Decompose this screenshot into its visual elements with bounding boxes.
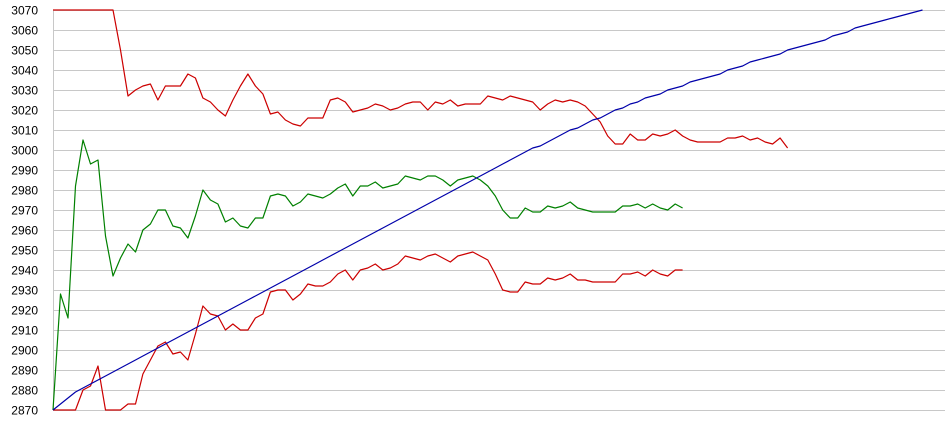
y-tick-label: 3040	[11, 64, 38, 78]
y-tick-label: 3060	[11, 24, 38, 38]
y-tick-label: 2980	[11, 184, 38, 198]
y-tick-label: 3070	[11, 4, 38, 18]
y-tick-label: 2970	[11, 204, 38, 218]
y-tick-label: 2870	[11, 404, 38, 418]
y-tick-label: 3000	[11, 144, 38, 158]
gridlines	[53, 10, 945, 411]
y-tick-label: 2890	[11, 364, 38, 378]
y-tick-label: 3050	[11, 44, 38, 58]
series-line-3	[53, 251, 683, 411]
y-tick-label: 3020	[11, 104, 38, 118]
y-tick-label: 2930	[11, 284, 38, 298]
series-line-1	[53, 9, 789, 149]
y-tick-label: 3010	[11, 124, 38, 138]
series-line-4	[52, 9, 923, 411]
series-group	[52, 9, 923, 411]
y-tick-label: 2940	[11, 264, 38, 278]
y-tick-label: 2920	[11, 304, 38, 318]
y-axis: 3070 3060 3050 3040 3030 3020 3010 3000 2990 2980…	[11, 4, 54, 418]
y-tick-label: 2880	[11, 384, 38, 398]
y-tick-label: 2900	[11, 344, 38, 358]
y-tick-label: 2910	[11, 324, 38, 338]
y-tick-label: 2960	[11, 224, 38, 238]
series-line-2	[52, 139, 683, 411]
y-tick-label: 2950	[11, 244, 38, 258]
y-tick-label: 3030	[11, 84, 38, 98]
y-tick-label: 2990	[11, 164, 38, 178]
